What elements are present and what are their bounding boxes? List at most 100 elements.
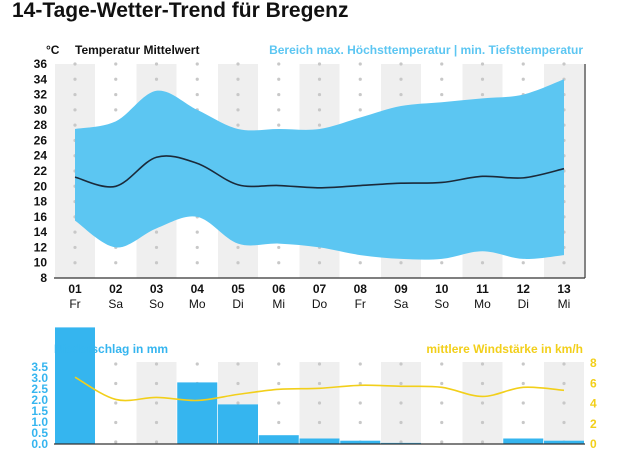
grid-dot xyxy=(317,123,322,127)
grid-dot xyxy=(399,362,403,366)
grid-dot xyxy=(195,92,199,97)
grid-dot xyxy=(236,77,240,81)
precip-y-tick: 3.0 xyxy=(31,371,48,385)
x-day-number: 02 xyxy=(109,282,123,296)
x-weekday: Sa xyxy=(394,297,409,311)
precip-y-tick: 3.5 xyxy=(31,360,48,374)
x-weekday: Di xyxy=(232,297,243,311)
grid-dot xyxy=(562,62,566,66)
grid-dot xyxy=(277,420,281,425)
grid-dot xyxy=(480,261,485,265)
grid-dot xyxy=(317,401,322,405)
grid-dot xyxy=(114,440,118,444)
grid-dot xyxy=(480,62,485,66)
grid-dot xyxy=(277,381,281,386)
x-weekday: Di xyxy=(518,297,529,311)
grid-dot xyxy=(399,401,403,405)
x-weekday: Mi xyxy=(272,297,285,311)
grid-dot xyxy=(236,108,240,112)
grid-dot xyxy=(114,381,118,386)
temp-mean-legend: Temperatur Mittelwert xyxy=(75,43,199,57)
precip-legend: Niederschlag in mm xyxy=(54,342,168,356)
wind-y-ticks: 0 2 4 6 8 xyxy=(590,356,597,451)
precip-bar xyxy=(544,440,584,444)
grid-dot xyxy=(154,420,159,425)
grid-dot xyxy=(114,92,118,97)
grid-dot xyxy=(114,62,118,66)
grid-dot xyxy=(73,230,77,234)
grid-dot xyxy=(358,62,362,66)
precip-bar xyxy=(258,435,299,444)
grid-dot xyxy=(195,62,199,66)
grid-dot xyxy=(440,401,444,405)
temp-y-tick: 36 xyxy=(34,57,48,71)
chart-title: 14-Tage-Wetter-Trend für Bregenz xyxy=(12,0,348,22)
x-axis-labels: 01Fr02Sa03So04Mo05Di06Mi07Do08Fr09Sa10So… xyxy=(68,282,571,311)
temp-y-tick: 14 xyxy=(34,225,48,239)
x-day-number: 07 xyxy=(313,282,327,296)
x-weekday: Sa xyxy=(108,297,123,311)
x-weekday: Mo xyxy=(189,297,206,311)
grid-dot xyxy=(440,362,444,366)
grid-dot xyxy=(521,420,525,425)
temp-y-tick: 10 xyxy=(34,256,48,270)
grid-dot xyxy=(440,440,444,444)
grid-dot xyxy=(440,62,444,66)
x-weekday: Fr xyxy=(355,297,366,311)
grid-dot xyxy=(114,261,118,265)
temp-y-tick: 28 xyxy=(34,118,48,132)
grid-dot xyxy=(521,381,525,386)
wind-y-tick: 6 xyxy=(590,376,597,390)
grid-dot xyxy=(480,92,485,97)
x-weekday: So xyxy=(149,297,164,311)
grid-dot xyxy=(277,108,281,112)
temp-y-tick: 24 xyxy=(34,149,48,163)
x-day-number: 10 xyxy=(435,282,449,296)
x-day-number: 11 xyxy=(476,282,489,296)
grid-dot xyxy=(399,92,403,97)
grid-dot xyxy=(358,92,362,97)
grid-dot xyxy=(277,245,281,250)
grid-dot xyxy=(317,261,322,265)
grid-dot xyxy=(480,77,485,81)
grid-dot xyxy=(236,261,240,265)
temp-y-tick: 32 xyxy=(34,88,48,102)
grid-dot xyxy=(277,123,281,127)
precip-y-tick: 0.5 xyxy=(31,426,48,440)
grid-dot xyxy=(236,62,240,66)
grid-dot xyxy=(154,245,159,250)
precip-bar xyxy=(218,404,258,444)
x-day-number: 08 xyxy=(354,282,368,296)
temp-y-tick: 8 xyxy=(40,271,47,285)
temp-range-legend: Bereich max. Höchsttemperatur | min. Tie… xyxy=(269,43,583,57)
precip-bar xyxy=(340,440,381,444)
grid-dot xyxy=(317,362,322,366)
grid-dot xyxy=(440,261,444,265)
x-weekday: So xyxy=(434,297,449,311)
grid-dot xyxy=(358,108,362,112)
grid-dot xyxy=(317,62,322,66)
grid-dot xyxy=(317,77,322,81)
x-day-number: 13 xyxy=(557,282,571,296)
grid-dot xyxy=(195,77,199,81)
precip-y-tick: 1.5 xyxy=(31,404,48,418)
grid-dot xyxy=(154,440,159,444)
grid-dot xyxy=(73,62,77,66)
grid-dot xyxy=(114,77,118,81)
temp-mean-line xyxy=(74,155,565,189)
x-day-number: 09 xyxy=(394,282,408,296)
wind-legend: mittlere Windstärke in km/h xyxy=(426,342,583,356)
temp-unit-label: °C xyxy=(46,43,60,57)
grid-dot xyxy=(358,420,362,425)
grid-dot xyxy=(277,362,281,366)
grid-dot xyxy=(154,230,159,234)
x-day-number: 01 xyxy=(68,282,82,296)
grid-dot xyxy=(277,401,281,405)
grid-dot xyxy=(154,62,159,66)
grid-dot xyxy=(399,77,403,81)
wind-y-tick: 2 xyxy=(590,417,597,431)
grid-dot xyxy=(440,420,444,425)
grid-dot xyxy=(440,381,444,386)
grid-dot xyxy=(236,381,240,386)
